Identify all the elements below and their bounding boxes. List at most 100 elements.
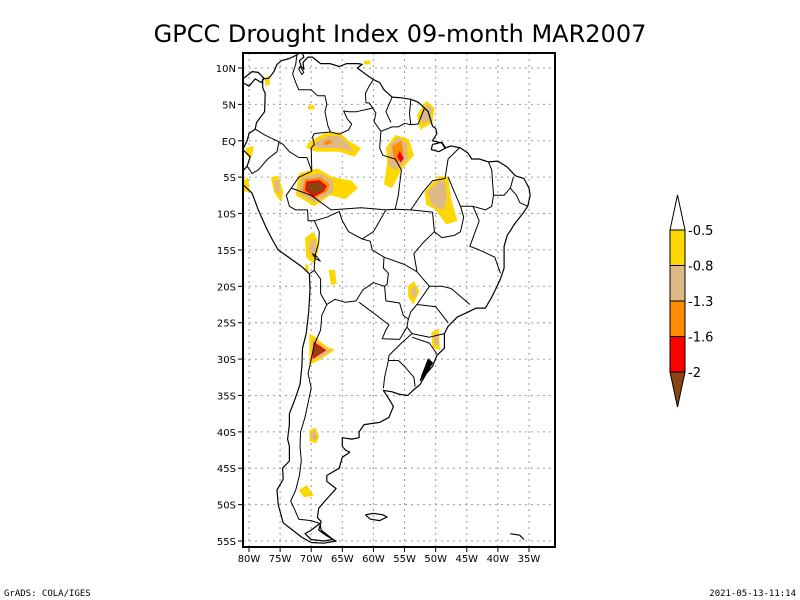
latitude-axis: 10N 5N EQ 5S 10S 15S 20S 25S 30S 35S 40S 45S 50S 55S xyxy=(216,64,243,548)
drought-contour xyxy=(397,151,404,163)
country-border xyxy=(310,131,331,172)
drought-contour xyxy=(311,430,318,441)
grads-credit: GrADS: COLA/IGES xyxy=(4,589,91,599)
country-border xyxy=(416,304,449,324)
country-border xyxy=(314,210,389,287)
timestamp: 2021-05-13-11:14 xyxy=(709,589,796,599)
drought-contour xyxy=(312,135,354,152)
lon-tick-label: 45W xyxy=(455,554,478,565)
lat-tick-label: 35S xyxy=(217,391,236,402)
country-border xyxy=(330,79,374,135)
colorbar-label: -0.5 xyxy=(688,224,713,239)
drought-contour xyxy=(364,60,371,65)
drought-area-amapa xyxy=(417,100,435,130)
longitude-axis: 80W 75W 70W 65W 60W 55W 50W 45W 40W 35W xyxy=(238,547,541,565)
colorbar-band-yellow xyxy=(669,229,686,266)
country-border xyxy=(411,333,445,338)
panama-coastline xyxy=(243,70,265,87)
falklands-coastline xyxy=(364,512,388,522)
colorbar-label: -1.3 xyxy=(688,295,713,310)
drought-area-tocantins xyxy=(424,175,458,225)
lat-tick-label: 50S xyxy=(217,501,236,512)
drought-area-lower-amazon xyxy=(384,134,414,189)
country-border xyxy=(291,187,386,211)
lon-tick-label: 70W xyxy=(300,554,323,565)
lon-tick-label: 50W xyxy=(424,554,447,565)
country-border xyxy=(379,131,402,210)
country-border xyxy=(409,99,412,125)
drought-contour xyxy=(427,180,447,210)
drought-contour xyxy=(306,182,325,195)
south-georgia-coastline xyxy=(510,533,525,540)
lat-tick-label: 15S xyxy=(217,246,236,257)
lat-tick-label: EQ xyxy=(222,137,236,148)
drought-contour xyxy=(273,180,281,196)
drought-contour xyxy=(323,139,333,146)
colorbar-band-tan xyxy=(669,265,686,302)
country-border xyxy=(285,170,320,232)
lat-tick-label: 55S xyxy=(217,537,236,548)
drought-area-guyana-south xyxy=(308,105,315,110)
country-border xyxy=(326,282,385,305)
lat-tick-label: 20S xyxy=(217,282,236,293)
country-border xyxy=(385,96,393,123)
drought-contour xyxy=(328,269,337,285)
country-border xyxy=(290,304,328,524)
lon-tick-label: 40W xyxy=(487,554,510,565)
colorbar-label: -2 xyxy=(688,366,701,381)
map-frame xyxy=(242,52,556,548)
country-borders xyxy=(246,54,528,524)
drought-contour xyxy=(420,104,433,124)
country-border xyxy=(313,231,320,271)
lon-tick-label: 60W xyxy=(362,554,385,565)
colorbar-label: -0.8 xyxy=(688,260,713,275)
drought-contour xyxy=(410,286,417,300)
drought-area-south-patagonia xyxy=(298,485,314,498)
drought-contour xyxy=(309,239,317,258)
continent-coastline xyxy=(243,53,531,544)
drought-area-upper-rio-negro xyxy=(306,132,361,157)
lon-tick-label: 80W xyxy=(238,554,261,565)
country-border xyxy=(432,177,465,239)
map-title: GPCC Drought Index 09-month MAR2007 xyxy=(154,20,647,48)
country-border xyxy=(469,206,501,274)
drought-contour xyxy=(245,145,254,157)
lat-tick-label: 45S xyxy=(217,464,236,475)
country-border xyxy=(309,269,328,305)
country-border xyxy=(493,177,514,196)
lake-titicaca xyxy=(312,253,322,263)
lat-tick-label: 10S xyxy=(217,210,236,221)
drought-area-colombia-coast xyxy=(245,145,254,157)
drought-area-mato-grosso-do-sul xyxy=(407,281,420,305)
colorbar-band-orange xyxy=(669,300,686,337)
country-border xyxy=(292,54,331,133)
country-border xyxy=(372,107,425,132)
country-border xyxy=(246,142,280,174)
lake-maracaibo xyxy=(298,65,305,76)
country-border xyxy=(358,286,409,340)
drought-area-north-patagonia xyxy=(309,427,320,444)
drought-area-northern-peru xyxy=(270,175,284,203)
colorbar-band-red xyxy=(669,336,686,373)
lat-tick-label: 10N xyxy=(216,64,236,75)
country-border xyxy=(410,147,460,211)
colorbar-label: -1.6 xyxy=(688,331,713,346)
marajo-coastline xyxy=(430,141,447,153)
country-border xyxy=(460,161,494,211)
drought-area-south-bolivia xyxy=(328,269,337,285)
country-border xyxy=(411,336,438,355)
drought-area-rio-grande-do-sul xyxy=(431,328,440,351)
lagoa-dos-patos xyxy=(419,358,434,382)
lat-tick-label: 30S xyxy=(217,355,236,366)
drought-area-western-amazon xyxy=(295,168,358,207)
lon-tick-label: 35W xyxy=(518,554,541,565)
country-border xyxy=(383,256,471,305)
colorbar-upper-triangle xyxy=(669,194,686,231)
lon-tick-label: 65W xyxy=(331,554,354,565)
country-border xyxy=(407,286,430,320)
drought-contour xyxy=(308,105,315,110)
colorbar-legend: -0.5 -0.8 -1.3 -1.6 -2 xyxy=(669,194,713,408)
coastline xyxy=(243,53,531,544)
drought-area-peru-coast xyxy=(243,177,251,192)
